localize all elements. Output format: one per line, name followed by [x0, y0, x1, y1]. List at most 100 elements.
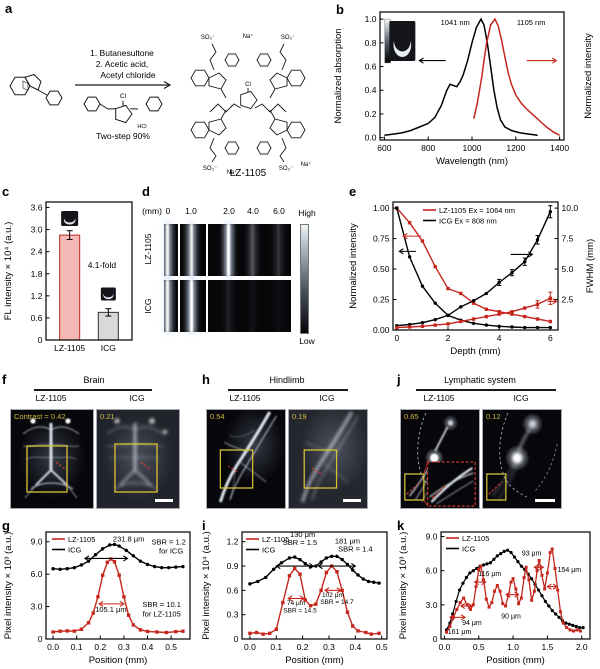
depth-unit-label: (mm)	[142, 206, 162, 216]
panel-letter-d: d	[142, 184, 150, 199]
brain-image-lz1105: Contrast = 0.42	[10, 409, 94, 509]
svg-text:181 μm: 181 μm	[335, 536, 360, 545]
svg-text:5.0: 5.0	[562, 264, 574, 274]
svg-text:LZ-1105: LZ-1105	[68, 535, 95, 544]
svg-text:Position (mm): Position (mm)	[486, 655, 545, 666]
reaction-arrowhead	[163, 80, 172, 90]
depth-tick-2: 2.0	[223, 206, 235, 216]
svg-text:Position (mm): Position (mm)	[285, 655, 344, 666]
svg-text:6.0: 6.0	[31, 569, 43, 579]
svg-text:0.1: 0.1	[71, 642, 83, 652]
hindlimb-image-icg: 0.19	[288, 409, 368, 509]
capillary-image-tile	[179, 280, 206, 332]
svg-text:1400: 1400	[550, 143, 569, 153]
panel-letter-k: k	[397, 518, 405, 533]
lymphatic-image-icg: 0.12	[482, 409, 562, 509]
svg-text:0.50: 0.50	[373, 264, 390, 274]
brain-image-icg: 0.21	[96, 409, 180, 509]
depth-tick-1: 1.0	[185, 206, 197, 216]
svg-text:0.00: 0.00	[373, 325, 390, 335]
brain-vessels-art	[97, 410, 179, 508]
depth-tick-3: 4.0	[247, 206, 259, 216]
panel-letter-c: c	[2, 184, 10, 199]
svg-text:2.0: 2.0	[576, 642, 588, 652]
svg-text:0.6: 0.6	[365, 62, 377, 72]
svg-text:Pixel intensity × 10³ (a.u.): Pixel intensity × 10³ (a.u.)	[3, 532, 14, 639]
svg-text:0.5: 0.5	[473, 642, 485, 652]
svg-text:Pixel intensity × 10⁴ (a.u.): Pixel intensity × 10⁴ (a.u.)	[201, 531, 212, 639]
svg-text:SBR = 10.1: SBR = 10.1	[142, 600, 181, 609]
svg-text:1.2: 1.2	[31, 291, 43, 301]
svg-text:0.6: 0.6	[227, 585, 239, 595]
svg-text:Normalized intensity: Normalized intensity	[348, 223, 359, 309]
svg-text:SBR = 1.4: SBR = 1.4	[338, 544, 372, 553]
reagent-line2: 2. Acetic acid,	[96, 59, 148, 69]
intermediate-hcl-label: HCl	[137, 124, 146, 130]
depth-row-lz1105	[164, 224, 291, 276]
roi-box	[26, 445, 68, 493]
hindlimb-image-lz1105: 0.54	[206, 409, 286, 509]
chart-hindlimb-profile: 0.0 0.1 0.2 0.3 0.4 0.5 0 0.3 0.6 0.9 1.2 Position …	[201, 530, 388, 666]
svg-text:90 μm: 90 μm	[501, 614, 521, 621]
svg-text:1.0: 1.0	[365, 14, 377, 24]
svg-text:0.9: 0.9	[227, 561, 239, 571]
svg-text:ICG: ICG	[101, 343, 116, 353]
svg-text:0.3: 0.3	[227, 610, 239, 620]
brain-vessels-art	[11, 410, 93, 508]
lymphatic-image-lz1105: 0.65	[400, 409, 480, 509]
panel-j-title-rule	[416, 389, 556, 391]
svg-text:ICG: ICG	[462, 544, 476, 553]
row-label-icg: ICG	[143, 298, 153, 314]
svg-text:0: 0	[433, 634, 438, 644]
yield-label: Two-step 90%	[96, 131, 150, 141]
svg-text:0.75: 0.75	[373, 234, 390, 244]
synthesis-scheme: 1. Butanesultone 2. Acetic acid, Acetyl …	[9, 33, 312, 178]
capillary-stripe	[166, 280, 170, 332]
svg-text:2: 2	[446, 333, 451, 343]
svg-text:231.8 μm: 231.8 μm	[113, 535, 144, 544]
depth-tick-4: 6.0	[273, 206, 285, 216]
svg-text:for ICG: for ICG	[159, 547, 183, 556]
svg-text:0.1: 0.1	[270, 642, 282, 652]
profile-line	[488, 481, 503, 495]
svg-text:Wavelength (nm): Wavelength (nm)	[436, 156, 508, 167]
capillary-stripe	[251, 224, 255, 276]
svg-text:4.1-fold: 4.1-fold	[88, 260, 117, 270]
chart-brain-profile: 0.0 0.1 0.2 0.3 0.4 0.5 0 3.0 6.0 9.0 Position (mm…	[3, 531, 191, 666]
svg-text:LZ-1105 Ex = 1064 nm: LZ-1105 Ex = 1064 nm	[439, 206, 515, 215]
svg-text:0.2: 0.2	[94, 642, 106, 652]
svg-text:1.5: 1.5	[542, 642, 554, 652]
capillary-stripe	[227, 224, 231, 276]
svg-text:0.4: 0.4	[365, 85, 377, 95]
na-label-3: Na⁺	[301, 161, 312, 168]
panel-letter-j: j	[397, 372, 401, 387]
reagent-line3: Acetyl chloride	[100, 70, 156, 80]
inset-profile-line	[432, 484, 448, 499]
panel-f-title: Brain	[83, 375, 105, 385]
profile-line	[227, 465, 238, 473]
svg-text:1200: 1200	[506, 143, 525, 153]
svg-text:0.6: 0.6	[31, 313, 43, 323]
contrast-value: 0.65	[404, 412, 419, 421]
chart-absorption-emission: 600 800 1000 1200 1400 0.0 0.2 0.4 0.6 0.8 1.0 Wave…	[333, 11, 594, 167]
svg-text:0.0: 0.0	[47, 642, 59, 652]
capillary-image-tile	[207, 280, 291, 332]
capillary-stripe	[277, 224, 281, 276]
na-label-1: Na⁺	[243, 33, 254, 40]
svg-text:1041 nm: 1041 nm	[441, 18, 470, 27]
svg-text:3.0: 3.0	[31, 602, 43, 612]
svg-text:1.00: 1.00	[373, 203, 390, 213]
roi-box	[114, 443, 158, 493]
row-label-lz1105: LZ-1105	[143, 233, 153, 265]
svg-text:0.3: 0.3	[118, 642, 130, 652]
panel-letter-e: e	[349, 184, 357, 199]
svg-text:SBR = 14.5: SBR = 14.5	[283, 607, 317, 614]
intensity-colorbar	[300, 224, 309, 334]
svg-text:0: 0	[38, 335, 43, 345]
svg-text:LZ-1105: LZ-1105	[462, 534, 489, 543]
lymphatic-vessels-art	[401, 410, 479, 508]
panel-f-title-rule	[34, 389, 152, 391]
svg-text:ICG: ICG	[262, 545, 276, 554]
svg-text:LZ-1105: LZ-1105	[54, 343, 85, 353]
